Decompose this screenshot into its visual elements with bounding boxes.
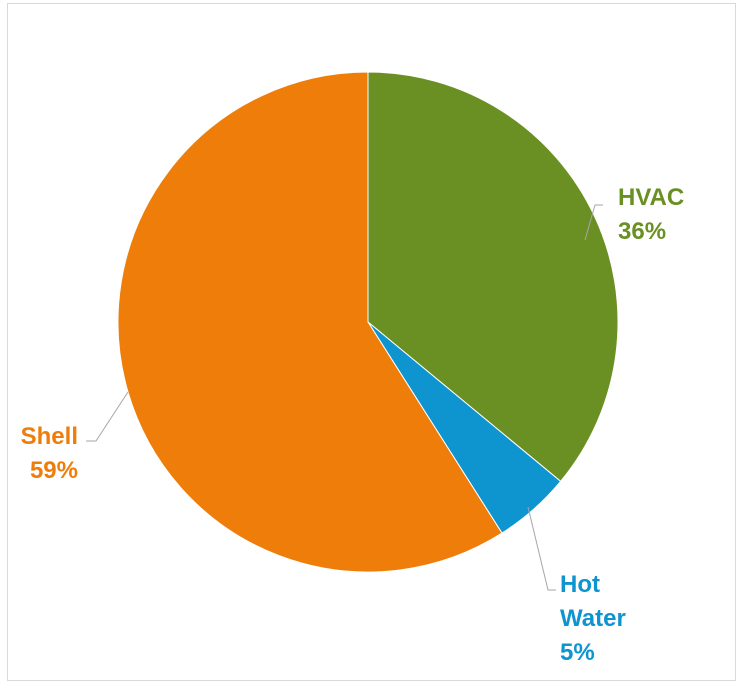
data-label-name: Shell [21,423,78,450]
data-label-shell: Shell 59% [21,423,78,484]
data-labels: HVAC 36% Hot Water 5% Shell 59% [21,184,685,666]
leader-line-shell [86,391,129,442]
data-label-hot-water: Hot Water 5% [560,571,626,666]
data-label-name: Water [560,605,626,632]
data-label-value: 59% [30,457,78,484]
data-label-name: HVAC [618,184,684,211]
leader-lines [86,204,603,591]
pie-slices [117,71,619,573]
leader-line-hvac [584,204,603,241]
data-label-value: 36% [618,218,666,245]
pie-slice-hvac [367,71,619,483]
data-label-value: 5% [560,639,595,666]
data-label-name: Hot [560,571,600,598]
pie-slice-shell [117,71,503,573]
data-label-hvac: HVAC 36% [618,184,684,245]
leader-line-hot-water [527,506,556,591]
